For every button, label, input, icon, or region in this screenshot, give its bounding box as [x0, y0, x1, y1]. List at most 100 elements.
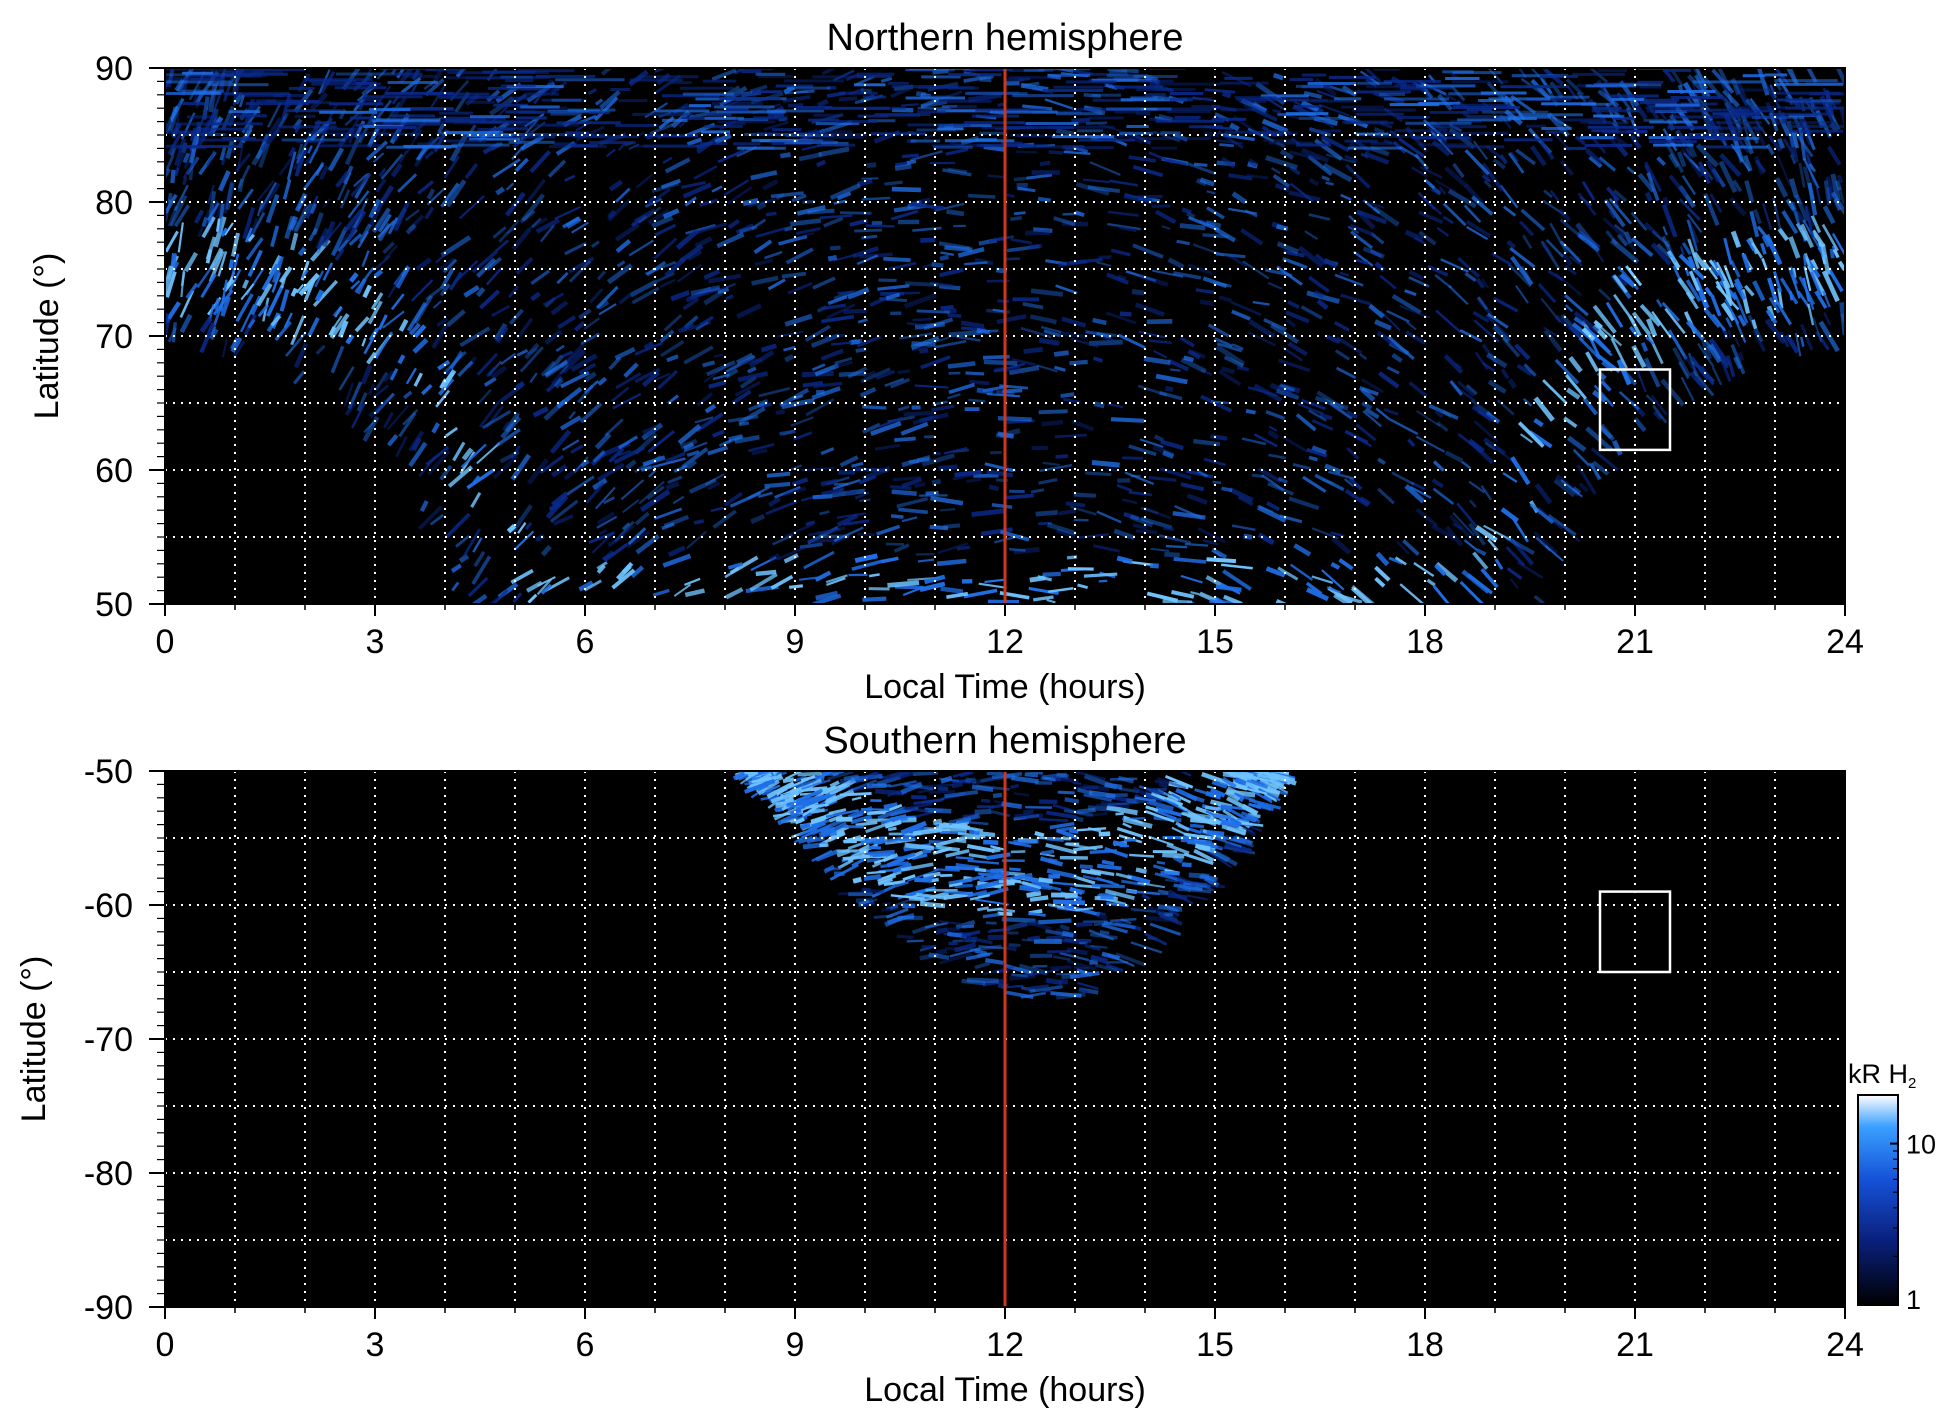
emission-streak: [1197, 527, 1226, 544]
emission-streak: [1074, 210, 1085, 218]
emission-streak: [772, 128, 802, 132]
emission-streak: [311, 82, 381, 86]
emission-streak: [1105, 311, 1137, 325]
emission-streak: [812, 494, 833, 500]
emission-streak: [856, 335, 882, 348]
emission-streak: [935, 845, 960, 852]
emission-streak: [1087, 185, 1121, 193]
emission-streak: [931, 404, 955, 412]
emission-streak: [371, 119, 440, 123]
emission-streak: [618, 293, 632, 305]
emission-streak: [1833, 198, 1842, 211]
emission-streak: [735, 223, 755, 236]
emission-streak: [1128, 155, 1157, 163]
emission-streak: [1120, 918, 1132, 925]
emission-streak: [1730, 143, 1751, 172]
emission-streak: [652, 457, 686, 469]
emission-streak: [1434, 409, 1444, 419]
emission-streak: [1809, 271, 1823, 296]
emission-streak: [1041, 419, 1064, 427]
emission-streak: [712, 373, 730, 381]
emission-streak: [1588, 155, 1603, 169]
emission-streak: [583, 380, 599, 394]
emission-streak: [793, 132, 817, 136]
emission-streak: [785, 133, 834, 137]
emission-streak: [640, 465, 653, 472]
emission-streak: [398, 412, 417, 438]
emission-streak: [736, 303, 762, 319]
emission-streak: [1039, 856, 1064, 867]
emission-streak: [784, 141, 838, 144]
emission-streak: [898, 852, 916, 862]
emission-streak: [1435, 561, 1459, 583]
emission-streak: [1213, 595, 1224, 603]
emission-streak: [596, 515, 618, 529]
emission-streak: [1129, 514, 1154, 528]
emission-streak: [1510, 456, 1531, 486]
emission-streak: [1246, 778, 1269, 790]
emission-streak: [1023, 347, 1043, 354]
emission-streak: [937, 109, 993, 113]
emission-streak: [1009, 783, 1020, 790]
emission-streak: [1296, 143, 1332, 147]
emission-streak: [1413, 562, 1435, 578]
emission-streak: [1043, 329, 1061, 338]
emission-streak: [667, 475, 683, 484]
emission-streak: [863, 370, 876, 378]
emission-streak: [307, 145, 313, 154]
emission-streak: [1399, 87, 1425, 91]
emission-streak: [1836, 174, 1844, 184]
emission-streak: [332, 315, 343, 329]
emission-streak: [1280, 98, 1310, 102]
emission-streak: [969, 830, 980, 836]
emission-streak: [1732, 145, 1769, 149]
emission-streak: [1252, 300, 1270, 306]
emission-streak: [206, 79, 220, 111]
emission-streak: [887, 826, 897, 832]
emission-streak: [1605, 301, 1624, 328]
emission-streak: [244, 227, 253, 243]
emission-streak: [171, 322, 177, 343]
emission-streak: [1113, 528, 1135, 541]
emission-streak: [1433, 125, 1487, 129]
emission-streak: [1695, 143, 1719, 168]
emission-streak: [1733, 281, 1747, 301]
emission-streak: [839, 455, 859, 468]
emission-streak: [1272, 109, 1282, 114]
emission-streak: [245, 102, 310, 106]
emission-streak: [1389, 103, 1440, 107]
emission-streak: [836, 191, 852, 201]
emission-streak: [748, 198, 776, 208]
emission-streak: [671, 81, 692, 85]
emission-streak: [1551, 131, 1571, 152]
emission-streak: [734, 380, 761, 397]
emission-streak: [1006, 931, 1019, 935]
emission-streak: [1104, 888, 1135, 901]
emission-streak: [963, 68, 1014, 72]
emission-streak: [1078, 138, 1135, 142]
emission-streak: [395, 436, 408, 458]
emission-streak: [1052, 775, 1079, 784]
emission-streak: [986, 469, 1014, 478]
emission-streak: [1258, 778, 1278, 792]
emission-streak: [1643, 118, 1664, 122]
emission-streak: [1202, 539, 1219, 546]
emission-streak: [382, 310, 405, 329]
emission-streak: [967, 91, 1020, 95]
emission-streak: [1200, 873, 1217, 883]
emission-streak: [815, 849, 839, 862]
emission-streak: [811, 819, 831, 827]
emission-streak: [551, 98, 582, 102]
emission-streak: [615, 564, 632, 581]
emission-streak: [1619, 272, 1636, 288]
emission-streak: [1630, 211, 1648, 231]
emission-streak: [439, 257, 456, 272]
emission-streak: [1084, 943, 1101, 952]
emission-streak: [1057, 790, 1075, 795]
emission-streak: [545, 354, 564, 377]
emission-streak: [540, 583, 553, 595]
emission-streak: [906, 322, 927, 327]
emission-streak: [1065, 501, 1086, 508]
emission-streak: [298, 272, 320, 296]
emission-streak: [1042, 571, 1061, 577]
